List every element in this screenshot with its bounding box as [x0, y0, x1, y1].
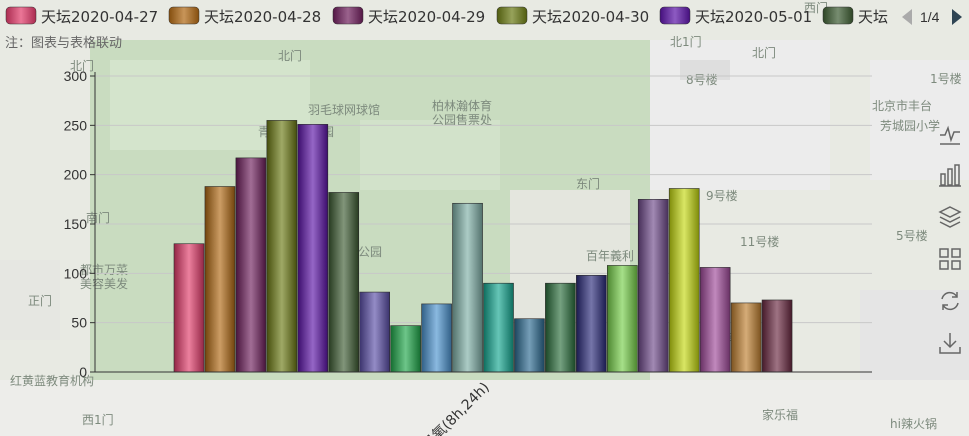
line-chart-icon[interactable] [937, 120, 963, 146]
map-label: 柏林瀚体育 [432, 98, 492, 113]
legend-item[interactable]: 天坛 [822, 6, 888, 26]
map-label: 西1门 [82, 412, 114, 427]
bar[interactable] [483, 282, 514, 373]
map-label: 11号楼 [740, 234, 779, 249]
toolbox[interactable] [937, 120, 965, 372]
bar[interactable] [204, 186, 236, 373]
y-tick-label: 100 [64, 265, 88, 281]
map-label: 1号楼 [930, 71, 962, 86]
y-tick-label: 0 [79, 364, 87, 380]
legend[interactable]: 天坛2020-04-27 天坛2020-04-28 天坛2020-04-29 天坛20… [0, 5, 969, 29]
map-label: 羽毛球网球馆 [308, 102, 380, 117]
bar[interactable] [699, 267, 731, 373]
bar[interactable] [359, 291, 391, 373]
bar[interactable] [297, 124, 329, 373]
legend-item[interactable]: 天坛2020-04-27 [5, 6, 158, 26]
map-label: 北京市丰台 [872, 98, 932, 113]
map-label: 红黄蓝教育机构 [10, 373, 94, 388]
legend-swatch [496, 6, 528, 25]
bar[interactable] [761, 299, 793, 373]
legend-label: 天坛 [858, 8, 888, 26]
map-label: 9号楼 [706, 188, 738, 203]
legend-swatch [659, 6, 691, 25]
map-label: 美容美发 [80, 276, 128, 291]
legend-next-icon[interactable] [952, 9, 962, 25]
bar[interactable] [328, 192, 360, 373]
map-label: 北门 [752, 45, 776, 60]
map-label: 芳城园小学 [880, 118, 940, 133]
bar[interactable] [730, 302, 762, 373]
legend-item[interactable]: 天坛2020-05-01 [659, 6, 812, 26]
y-tick-label: 200 [64, 167, 88, 183]
map-label: 正门 [28, 293, 52, 308]
bar[interactable] [390, 325, 421, 373]
legend-label: 天坛2020-04-27 [41, 8, 158, 26]
legend-label: 天坛2020-04-28 [204, 8, 321, 26]
y-tick-label: 150 [64, 216, 88, 232]
legend-item[interactable]: 天坛2020-04-28 [168, 6, 321, 26]
legend-label: 天坛2020-04-29 [368, 8, 485, 26]
map-label: 公园 [358, 245, 382, 259]
bar-chart-icon[interactable] [937, 162, 963, 188]
map-label: hi辣火锅 [890, 416, 937, 431]
bar[interactable] [668, 188, 700, 373]
map-label: 5号楼 [896, 228, 928, 243]
legend-swatch [168, 6, 200, 25]
legend-item[interactable]: 天坛2020-04-29 [332, 6, 485, 26]
map-label: 北门 [278, 48, 302, 63]
bar[interactable] [235, 157, 267, 373]
restore-icon[interactable] [937, 288, 963, 314]
bar[interactable] [173, 243, 205, 373]
bar-series[interactable] [173, 120, 793, 373]
map-label: 东门 [576, 176, 600, 191]
legend-prev-icon[interactable] [902, 9, 912, 25]
y-tick-label: 50 [71, 315, 87, 331]
bar[interactable] [576, 275, 607, 373]
map-label: 公园售票处 [432, 112, 492, 127]
bar[interactable] [452, 202, 483, 373]
chart-note: 注：图表与表格联动 [5, 36, 123, 51]
x-tick-label: 臭氧(8h,24h) [419, 380, 492, 436]
bar[interactable] [637, 199, 669, 373]
data-view-icon[interactable] [937, 246, 963, 272]
legend-swatch [332, 6, 364, 25]
legend-item[interactable]: 天坛2020-04-30 [496, 6, 649, 26]
bar[interactable] [545, 282, 576, 373]
bar[interactable] [514, 318, 545, 373]
map-label: 家乐福 [762, 407, 798, 422]
legend-page-indicator: 1/4 [920, 9, 940, 25]
bar[interactable] [421, 303, 452, 373]
map-label: 西门 [804, 0, 828, 15]
map-label: 北门 [70, 58, 94, 73]
legend-swatch [822, 6, 854, 25]
bar[interactable] [606, 265, 638, 373]
download-icon[interactable] [937, 330, 963, 356]
legend-label: 天坛2020-05-01 [695, 8, 812, 26]
map-label: 南门 [86, 210, 110, 225]
map-label: 百年義利 [586, 248, 634, 263]
stack-icon[interactable] [937, 204, 963, 230]
bar[interactable] [266, 120, 298, 373]
map-label: 北1门 [670, 34, 702, 49]
y-tick-label: 250 [64, 117, 88, 133]
legend-swatch [5, 6, 37, 25]
legend-label: 天坛2020-04-30 [532, 8, 649, 26]
y-tick-label: 300 [64, 68, 88, 84]
